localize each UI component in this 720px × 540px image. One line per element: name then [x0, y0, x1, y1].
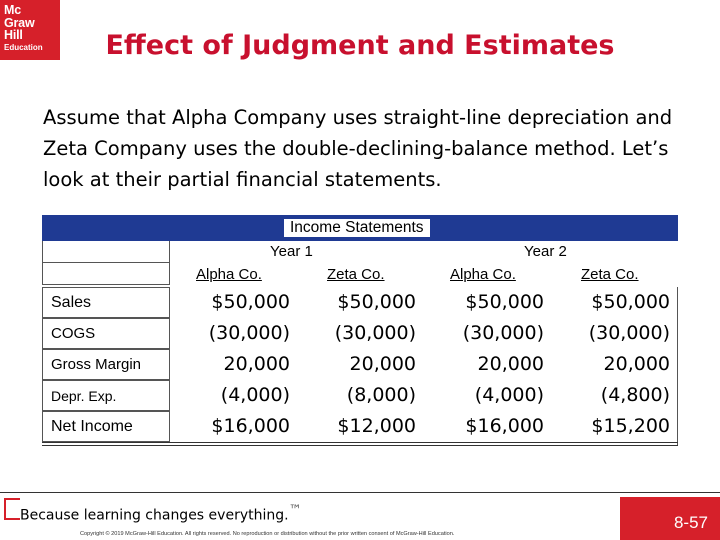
table-cell: 20,000	[603, 353, 670, 375]
table-cell: $16,000	[465, 415, 544, 437]
footer-tagline: Because learning changes everything.™	[20, 503, 302, 524]
table-cell: (30,000)	[334, 322, 416, 344]
table-row-label: COGS	[42, 318, 170, 349]
table-bottom-rule	[42, 442, 678, 446]
logo-line-3: Hill	[4, 28, 23, 42]
table-cell: 20,000	[223, 353, 290, 375]
table-cell: (30,000)	[588, 322, 670, 344]
year-header-row: Year 1 Year 2	[42, 241, 678, 263]
company-header: Zeta Co.	[581, 266, 639, 283]
logo-line-1: Mc	[4, 3, 21, 17]
table-row-label: Net Income	[42, 411, 170, 442]
company-header-row: Alpha Co. Zeta Co. Alpha Co. Zeta Co.	[42, 263, 678, 285]
table-cell: $16,000	[211, 415, 290, 437]
company-header: Zeta Co.	[327, 266, 385, 283]
label-header-cells	[42, 241, 170, 285]
table-cell: $50,000	[211, 291, 290, 313]
page-number: 8-57	[620, 497, 720, 540]
table-cell: (4,000)	[474, 384, 544, 406]
tagline-text: Because learning changes everything.	[20, 507, 289, 524]
mcgraw-hill-logo: Mc Graw Hill Education	[0, 0, 60, 60]
values-area	[170, 287, 678, 445]
table-cell: (8,000)	[346, 384, 416, 406]
table-cell: $12,000	[337, 415, 416, 437]
table-cell: 20,000	[477, 353, 544, 375]
table-row-label: Depr. Exp.	[42, 380, 170, 411]
row-label-text: Gross Margin	[51, 356, 142, 373]
row-label-text: Depr. Exp.	[51, 387, 117, 404]
row-label-text: Sales	[51, 293, 92, 311]
table-cell: (4,000)	[220, 384, 290, 406]
footer-divider	[0, 492, 720, 493]
year-2-header: Year 2	[524, 243, 567, 260]
table-body: Sales $50,000 $50,000 $50,000 $50,000 CO…	[42, 287, 678, 447]
year-1-header: Year 1	[270, 243, 313, 260]
label-header-divider	[43, 262, 169, 263]
table-cell: (30,000)	[462, 322, 544, 344]
table-cell: $50,000	[591, 291, 670, 313]
copyright-text: Copyright © 2019 McGraw-Hill Education. …	[80, 531, 455, 537]
table-cell: (4,800)	[600, 384, 670, 406]
table-row-label: Gross Margin	[42, 349, 170, 380]
row-label-text: Net Income	[51, 417, 133, 435]
table-cell: (30,000)	[208, 322, 290, 344]
company-header: Alpha Co.	[196, 266, 262, 283]
income-statement-table: Income Statements Year 1 Year 2 Alpha Co…	[42, 215, 678, 447]
trademark-symbol: ™	[288, 503, 302, 518]
company-header: Alpha Co.	[450, 266, 516, 283]
table-cell: 20,000	[349, 353, 416, 375]
table-row-label: Sales	[42, 287, 170, 318]
intro-paragraph: Assume that Alpha Company uses straight-…	[43, 106, 673, 191]
slide-title: Effect of Judgment and Estimates	[105, 30, 615, 61]
table-heading: Income Statements	[284, 219, 430, 237]
table-cell: $50,000	[337, 291, 416, 313]
table-cell: $15,200	[591, 415, 670, 437]
bracket-icon	[4, 498, 20, 520]
row-label-text: COGS	[51, 325, 96, 342]
logo-line-2: Graw	[4, 15, 35, 30]
logo-line-4: Education	[4, 42, 43, 52]
table-cell: $50,000	[465, 291, 544, 313]
